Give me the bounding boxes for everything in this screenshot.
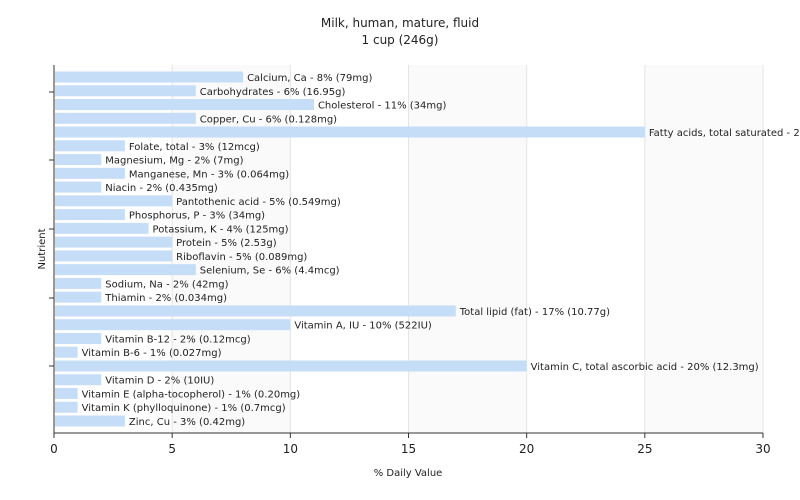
grid-band bbox=[172, 65, 291, 433]
x-tick-label: 15 bbox=[401, 442, 416, 456]
bar bbox=[55, 319, 291, 331]
bar-label: Vitamin E (alpha-tocopherol) - 1% (0.20m… bbox=[82, 389, 301, 400]
bar bbox=[55, 71, 244, 83]
bar-label: Folate, total - 3% (12mcg) bbox=[129, 142, 260, 153]
bar bbox=[55, 415, 125, 427]
x-tick-label: 20 bbox=[519, 442, 534, 456]
bar bbox=[55, 181, 102, 193]
bar bbox=[55, 264, 196, 276]
bar-label: Riboflavin - 5% (0.089mg) bbox=[176, 252, 307, 263]
x-axis-label: % Daily Value bbox=[374, 468, 443, 479]
bar bbox=[55, 250, 173, 262]
bar-label: Calcium, Ca - 8% (79mg) bbox=[247, 73, 372, 84]
grid-band bbox=[290, 65, 409, 433]
chart-title: Milk, human, mature, fluid bbox=[321, 16, 479, 30]
bar bbox=[55, 374, 102, 386]
bar bbox=[55, 305, 456, 317]
x-tick-label: 10 bbox=[283, 442, 298, 456]
bar bbox=[55, 387, 78, 399]
bar-label: Vitamin C, total ascorbic acid - 20% (12… bbox=[531, 362, 759, 373]
x-tick-label: 30 bbox=[755, 442, 770, 456]
grid-band bbox=[526, 65, 645, 433]
grid-band bbox=[408, 65, 527, 433]
bar-label: Thiamin - 2% (0.034mg) bbox=[104, 293, 227, 304]
bar-label: Fatty acids, total saturated - 25% (4.94… bbox=[649, 128, 800, 139]
bar bbox=[55, 209, 125, 221]
bar-label: Vitamin K (phylloquinone) - 1% (0.7mcg) bbox=[82, 403, 286, 414]
bar-label: Cholesterol - 11% (34mg) bbox=[318, 101, 447, 112]
bar-label: Niacin - 2% (0.435mg) bbox=[105, 183, 218, 194]
x-tick-label: 25 bbox=[637, 442, 652, 456]
bar-label: Vitamin B-6 - 1% (0.027mg) bbox=[82, 348, 222, 359]
bar-label: Potassium, K - 4% (125mg) bbox=[153, 224, 289, 235]
bar bbox=[55, 401, 78, 413]
bar-label: Total lipid (fat) - 17% (10.77g) bbox=[459, 307, 610, 318]
y-axis-label: Nutrient bbox=[37, 228, 48, 269]
chart-subtitle: 1 cup (246g) bbox=[362, 33, 439, 47]
bar-label: Manganese, Mn - 3% (0.064mg) bbox=[129, 169, 289, 180]
bars-layer: Calcium, Ca - 8% (79mg) Carbohydrates - 6… bbox=[55, 71, 800, 428]
grid-band bbox=[54, 65, 173, 433]
bar bbox=[55, 167, 125, 179]
bar bbox=[55, 195, 173, 207]
bar bbox=[55, 332, 102, 344]
bar-label: Vitamin A, IU - 10% (522IU) bbox=[294, 321, 432, 332]
x-tick-label: 5 bbox=[168, 442, 176, 456]
bar-label: Phosphorus, P - 3% (34mg) bbox=[129, 211, 265, 222]
bar bbox=[55, 85, 196, 97]
bar-label: Vitamin D - 2% (10IU) bbox=[105, 376, 214, 387]
bar bbox=[55, 112, 196, 124]
bar-label: Selenium, Se - 6% (4.4mcg) bbox=[200, 266, 340, 277]
bar bbox=[55, 126, 645, 138]
bar-label: Copper, Cu - 6% (0.128mg) bbox=[200, 114, 337, 125]
bar bbox=[55, 360, 527, 372]
grid-layer bbox=[54, 65, 764, 433]
bar bbox=[55, 222, 149, 234]
x-tick-label: 0 bbox=[50, 442, 58, 456]
bar-label: Pantothenic acid - 5% (0.549mg) bbox=[176, 197, 341, 208]
bar-label: Protein - 5% (2.53g) bbox=[176, 238, 277, 249]
bar-label: Vitamin B-12 - 2% (0.12mcg) bbox=[105, 334, 250, 345]
ticks-layer: 0 5 10 15 20 25 30 bbox=[49, 91, 771, 456]
bar bbox=[55, 140, 125, 152]
bar-label: Zinc, Cu - 3% (0.42mg) bbox=[129, 417, 245, 428]
bar-label: Magnesium, Mg - 2% (7mg) bbox=[105, 156, 243, 167]
bar-label: Carbohydrates - 6% (16.95g) bbox=[200, 87, 346, 98]
bar-label: Sodium, Na - 2% (42mg) bbox=[105, 279, 228, 290]
bar bbox=[55, 277, 102, 289]
bar bbox=[55, 291, 102, 303]
grid-band bbox=[644, 65, 763, 433]
bar bbox=[55, 99, 314, 111]
bar bbox=[55, 236, 173, 248]
bar bbox=[55, 346, 78, 358]
bar bbox=[55, 154, 102, 166]
